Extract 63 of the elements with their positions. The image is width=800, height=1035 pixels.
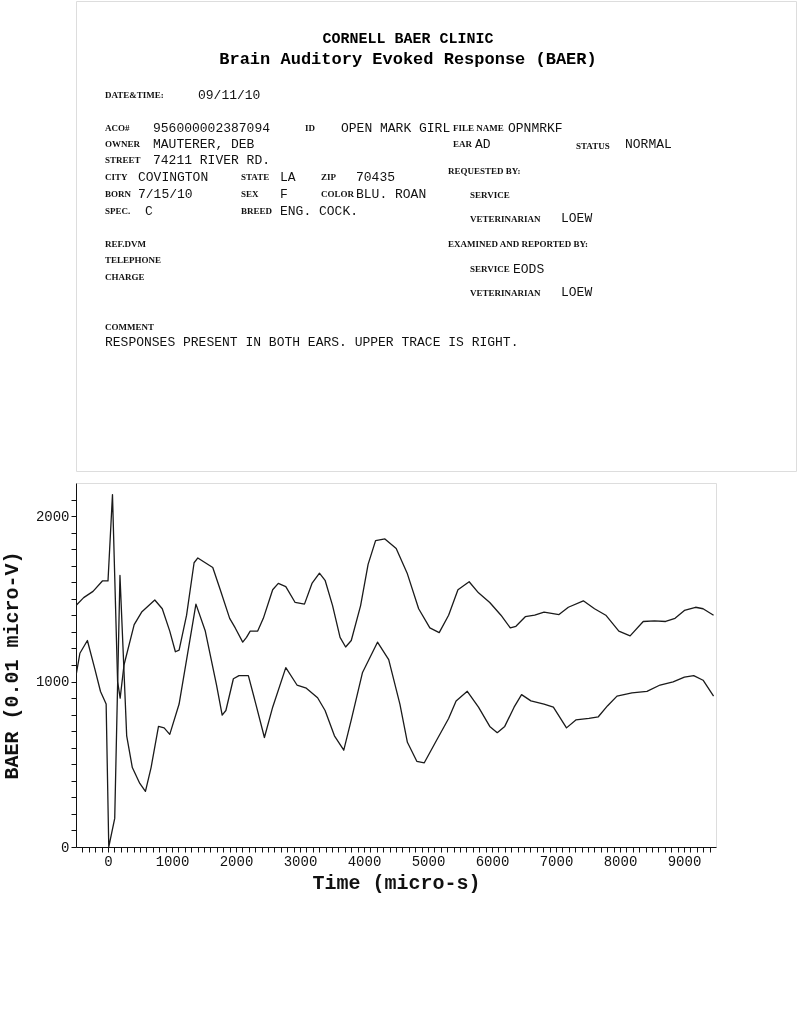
- text: BORN: [105, 189, 132, 199]
- text: CITY: [105, 172, 128, 182]
- x-tick-label: 2000: [219, 853, 254, 870]
- text: FILE NAME: [453, 123, 504, 133]
- text: SERVICE: [470, 264, 510, 274]
- text: 956000002387094: [153, 121, 271, 136]
- text: MAUTERER, DEB: [153, 137, 255, 152]
- chart-subtitle: Brain Auditory Evoked Response (BAER): [219, 50, 597, 69]
- text: RESPONSES PRESENT IN BOTH EARS. UPPER TRACE IS RIGHT.: [105, 335, 519, 350]
- text: F: [280, 187, 288, 202]
- text: OPEN MARK GIRL: [341, 121, 451, 136]
- text: AD: [475, 137, 491, 152]
- text: SERVICE: [470, 190, 510, 200]
- text: EAR: [453, 139, 473, 149]
- text: OPNMRKF: [508, 121, 563, 136]
- text: COMMENT: [105, 322, 154, 332]
- text: STATE: [241, 172, 270, 182]
- x-tick-label: 6000: [475, 853, 510, 870]
- x-tick-label: 5000: [411, 853, 446, 870]
- text: SEX: [241, 189, 260, 199]
- text: 09/11/10: [198, 88, 261, 103]
- y-axis-title: BAER (0.01 micro-V): [0, 551, 24, 780]
- text: 70435: [356, 170, 396, 185]
- y-tick-label: 2000: [35, 508, 70, 525]
- text: EXAMINED AND REPORTED BY:: [448, 239, 589, 249]
- text: SPEC.: [105, 206, 131, 216]
- text: VETERINARIAN: [470, 288, 542, 298]
- x-tick-label: 3000: [283, 853, 318, 870]
- x-tick-label: 8000: [603, 853, 638, 870]
- text: VETERINARIAN: [470, 214, 542, 224]
- text: 74211 RIVER RD.: [153, 153, 271, 168]
- x-tick-label: 0: [104, 853, 113, 870]
- text: ID: [305, 123, 316, 133]
- x-tick-label: 1000: [155, 853, 190, 870]
- text: ENG. COCK.: [280, 204, 359, 219]
- text: EODS: [513, 262, 545, 277]
- text: LOEW: [561, 211, 593, 226]
- text: LOEW: [561, 285, 593, 300]
- text: TELEPHONE: [105, 255, 162, 265]
- x-tick-label: 4000: [347, 853, 382, 870]
- y-tick-label: 0: [61, 839, 70, 856]
- text: DATE&TIME:: [105, 90, 164, 100]
- x-tick-label: 7000: [539, 853, 574, 870]
- text: OWNER: [105, 139, 141, 149]
- text: ACO#: [105, 123, 130, 133]
- text: REQUESTED BY:: [448, 166, 521, 176]
- y-tick-label: 1000: [35, 674, 70, 691]
- text: 7/15/10: [138, 187, 193, 202]
- text: BLU. ROAN: [356, 187, 427, 202]
- text: LA: [280, 170, 296, 185]
- text: C: [145, 204, 153, 219]
- text: COVINGTON: [138, 170, 209, 185]
- text: REF.DVM: [105, 239, 147, 249]
- text: ZIP: [321, 172, 337, 182]
- chart-title: CORNELL BAER CLINIC: [322, 31, 494, 48]
- text: NORMAL: [625, 137, 672, 152]
- text: BREED: [241, 206, 273, 216]
- text: CHARGE: [105, 272, 145, 282]
- text: STATUS: [576, 141, 610, 151]
- text: STREET: [105, 155, 141, 165]
- x-axis-title: Time (micro-s): [312, 871, 481, 895]
- x-tick-label: 9000: [667, 853, 702, 870]
- text: COLOR: [321, 189, 355, 199]
